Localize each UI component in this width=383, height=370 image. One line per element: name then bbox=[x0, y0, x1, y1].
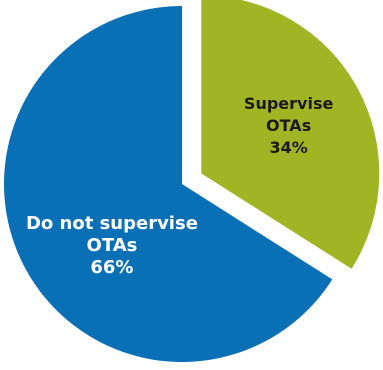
pie-slice-label-line-0-0: Supervise bbox=[244, 94, 334, 113]
pie-slice-label-1: Do not supervise OTAs 66% bbox=[26, 213, 198, 278]
pie-labels: Supervise OTAs 34%Do not supervise OTAs 66% bbox=[26, 94, 334, 278]
pie-slice-value-0: 34% bbox=[269, 138, 307, 157]
pie-slice-label-0: Supervise OTAs 34% bbox=[244, 94, 334, 157]
pie-slice-label-line-1-0: Do not supervise bbox=[26, 213, 198, 234]
pie-slice-label-line-0-1: OTAs bbox=[266, 116, 311, 135]
pie-slice-value-1: 66% bbox=[90, 257, 133, 278]
pie-slice-1 bbox=[3, 6, 333, 362]
pie-slice-0 bbox=[201, 0, 380, 269]
pie-slice-label-line-1-1: OTAs bbox=[87, 235, 138, 256]
pie-slices bbox=[3, 0, 380, 362]
